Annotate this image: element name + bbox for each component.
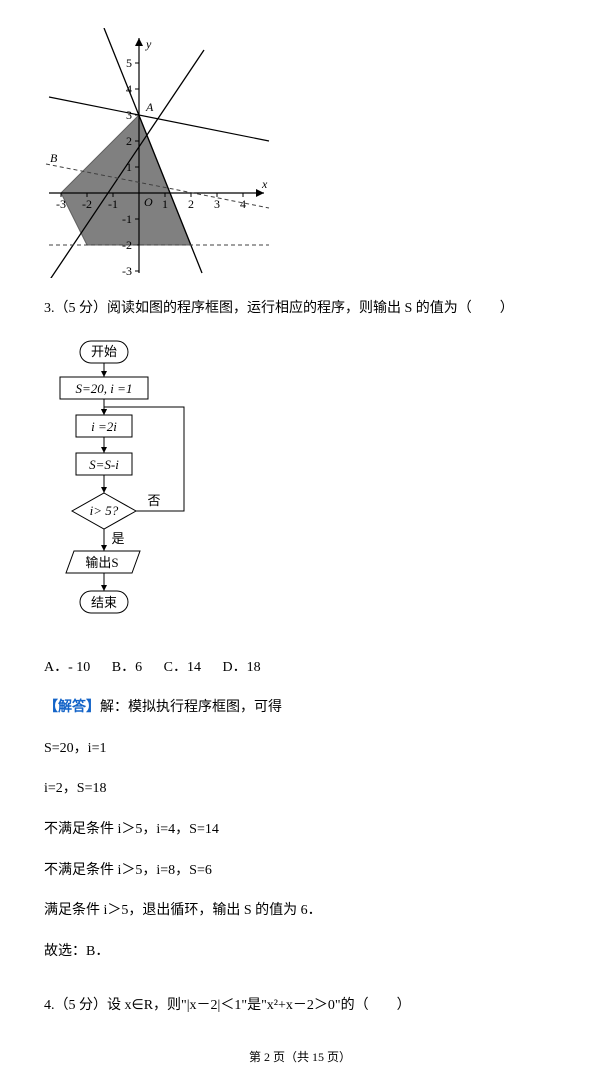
q3-l2: i=2，S=18 [44,776,556,803]
q3-options: A．- 10 B．6 C．14 D．18 [44,655,556,682]
x-axis-label: x [261,177,268,191]
q3-answer-head: 【解答】解：模拟执行程序框图，可得 [44,695,556,722]
flow-no: 否 [147,493,160,508]
option-c: C．14 [164,660,201,675]
svg-text:5: 5 [126,56,132,70]
svg-text:-1: -1 [122,212,132,226]
flowchart-svg: 开始 S=20, i =1 i =2i S=S-i i> 5? 否 是 输出S … [44,337,224,637]
svg-text:-3: -3 [56,197,66,211]
q3-l4: 不满足条件 i＞5，i=8，S=6 [44,858,556,885]
q4-stem: 4.（5 分）设 x∈R，则"|x－2|＜1"是"x²+x－2＞0"的（ ） [44,993,556,1020]
svg-text:3: 3 [214,197,220,211]
flow-yes: 是 [111,531,124,546]
option-b: B．6 [112,660,142,675]
flow-step1: i =2i [91,419,117,434]
answer-label: 【解答】 [44,700,100,715]
flow-start: 开始 [91,344,117,359]
q3-l5: 满足条件 i＞5，退出循环，输出 S 的值为 6． [44,898,556,925]
graph-svg: -3 -2 -1 1 2 3 4 1 2 3 4 5 -1 -2 -3 A [44,28,274,278]
flow-step2: S=S-i [89,457,119,472]
svg-text:-2: -2 [82,197,92,211]
svg-text:-3: -3 [122,264,132,278]
svg-text:3: 3 [126,108,132,122]
point-a-label: A [145,100,154,114]
svg-text:1: 1 [162,197,168,211]
flow-out: 输出S [85,555,118,570]
page-footer: 第 2 页（共 15 页） [44,1048,556,1065]
q3-l1: S=20，i=1 [44,736,556,763]
svg-text:4: 4 [240,197,246,211]
origin-label: O [144,195,153,209]
svg-text:-1: -1 [108,197,118,211]
q3-l6: 故选：B． [44,939,556,966]
coordinate-graph: -3 -2 -1 1 2 3 4 1 2 3 4 5 -1 -2 -3 A [44,28,556,278]
y-axis-label: y [145,37,152,51]
option-a: A．- 10 [44,660,90,675]
q3-stem: 3.（5 分）阅读如图的程序框图，运行相应的程序，则输出 S 的值为（ ） [44,296,556,323]
svg-text:2: 2 [126,134,132,148]
line-3 [49,97,269,141]
flow-cond: i> 5? [90,503,119,518]
option-d: D．18 [222,660,260,675]
flow-init: S=20, i =1 [76,381,133,396]
flow-end: 结束 [91,595,117,610]
flowchart: 开始 S=20, i =1 i =2i S=S-i i> 5? 否 是 输出S … [44,337,556,637]
svg-text:2: 2 [188,197,194,211]
q3-l3: 不满足条件 i＞5，i=4，S=14 [44,817,556,844]
answer-lead: 解：模拟执行程序框图，可得 [100,700,282,715]
point-b-label: B [50,151,58,165]
